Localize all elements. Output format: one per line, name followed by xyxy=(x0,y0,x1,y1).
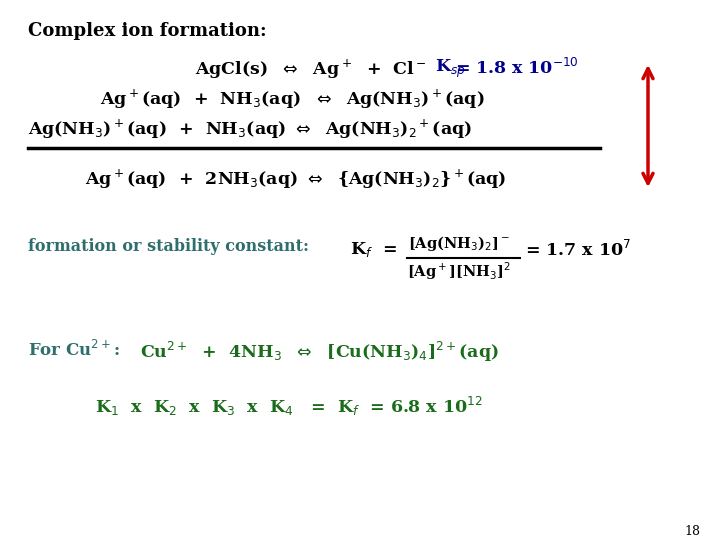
Text: K$_f$  =: K$_f$ = xyxy=(350,240,397,259)
Text: AgCl(s)  $\Leftrightarrow$  Ag$^+$  +  Cl$^-$: AgCl(s) $\Leftrightarrow$ Ag$^+$ + Cl$^-… xyxy=(195,58,427,82)
Text: Ag(NH$_3$)$^+$(aq)  +  NH$_3$(aq) $\Leftrightarrow$  Ag(NH$_3$)$_2$$^+$(aq): Ag(NH$_3$)$^+$(aq) + NH$_3$(aq) $\Leftri… xyxy=(28,118,472,141)
Text: Complex ion formation:: Complex ion formation: xyxy=(28,22,266,40)
Text: [Ag(NH$_3$)$_2$]$^-$: [Ag(NH$_3$)$_2$]$^-$ xyxy=(408,234,510,253)
Text: For Cu$^{2+}$:: For Cu$^{2+}$: xyxy=(28,340,120,360)
Text: Cu$^{2+}$  +  4NH$_3$  $\Leftrightarrow$  [Cu(NH$_3$)$_4$]$^{2+}$(aq): Cu$^{2+}$ + 4NH$_3$ $\Leftrightarrow$ [C… xyxy=(140,340,499,364)
Text: 18: 18 xyxy=(684,525,700,538)
Text: formation or stability constant:: formation or stability constant: xyxy=(28,238,309,255)
Text: [Ag$^+$][NH$_3$]$^2$: [Ag$^+$][NH$_3$]$^2$ xyxy=(407,260,511,282)
Text: K$_1$  x  K$_2$  x  K$_3$  x  K$_4$   =  K$_f$  = 6.8 x 10$^{12}$: K$_1$ x K$_2$ x K$_3$ x K$_4$ = K$_f$ = … xyxy=(95,395,483,418)
Text: K$_{sp}$: K$_{sp}$ xyxy=(435,58,466,80)
Text: = 1.8 x 10$^{-10}$: = 1.8 x 10$^{-10}$ xyxy=(455,58,579,78)
Text: = 1.7 x 10$^7$: = 1.7 x 10$^7$ xyxy=(525,240,631,260)
Text: Ag$^+$(aq)  +  2NH$_3$(aq) $\Leftrightarrow$  {Ag(NH$_3$)$_2$}$^+$(aq): Ag$^+$(aq) + 2NH$_3$(aq) $\Leftrightarro… xyxy=(85,168,506,191)
Text: Ag$^+$(aq)  +  NH$_3$(aq)  $\Leftrightarrow$  Ag(NH$_3$)$^+$(aq): Ag$^+$(aq) + NH$_3$(aq) $\Leftrightarrow… xyxy=(100,88,485,111)
